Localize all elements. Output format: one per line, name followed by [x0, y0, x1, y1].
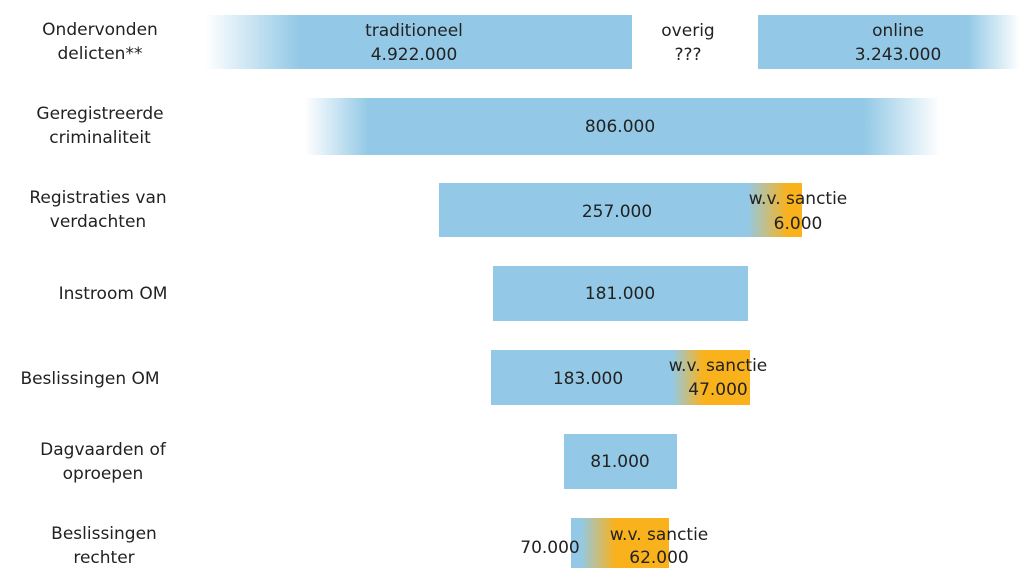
segment-text: 181.000 [585, 284, 655, 304]
row-label: verdachten [50, 212, 146, 232]
row-label: Instroom OM [59, 284, 168, 304]
row-label: Geregistreerde [36, 104, 163, 124]
row-label: rechter [73, 548, 134, 568]
row-label: delicten** [58, 44, 143, 64]
row-labels: Ondervonden delicten** Geregistreerde cr… [20, 20, 167, 568]
row-label: Beslissingen OM [20, 369, 159, 389]
segment-text: online [872, 21, 924, 41]
segment-text: 62.000 [629, 548, 688, 568]
segment-text: 3.243.000 [855, 45, 942, 65]
segment-text: 183.000 [553, 369, 623, 389]
segment-text: 806.000 [585, 117, 655, 137]
segment-text: w.v. sanctie [749, 189, 848, 209]
segment-text: ??? [674, 45, 701, 65]
row-label: Beslissingen [51, 524, 157, 544]
bar [439, 183, 802, 237]
bar [493, 266, 748, 321]
row-label: oproepen [63, 464, 144, 484]
row-label: Registraties van [29, 188, 166, 208]
segment-text: w.v. sanctie [610, 525, 709, 545]
segment-text: 70.000 [520, 538, 579, 558]
bar [571, 518, 669, 568]
segment-text: overig [661, 21, 714, 41]
segment-texts: traditioneel 4.922.000 overig ??? online… [365, 21, 941, 568]
segment-text: 257.000 [582, 202, 652, 222]
row-label: criminaliteit [49, 128, 151, 148]
segment-text: 47.000 [688, 380, 747, 400]
segment-text: 81.000 [590, 452, 649, 472]
bar [758, 15, 1020, 69]
segment-text: traditioneel [365, 21, 463, 41]
bar [564, 434, 677, 489]
segment-text: 4.922.000 [371, 45, 458, 65]
bar [205, 15, 632, 69]
bar [491, 350, 750, 405]
row-label: Dagvaarden of [40, 440, 167, 460]
segment-text: 6.000 [774, 214, 823, 234]
bar [305, 98, 940, 155]
segment-text: w.v. sanctie [669, 356, 768, 376]
row-label: Ondervonden [42, 20, 158, 40]
